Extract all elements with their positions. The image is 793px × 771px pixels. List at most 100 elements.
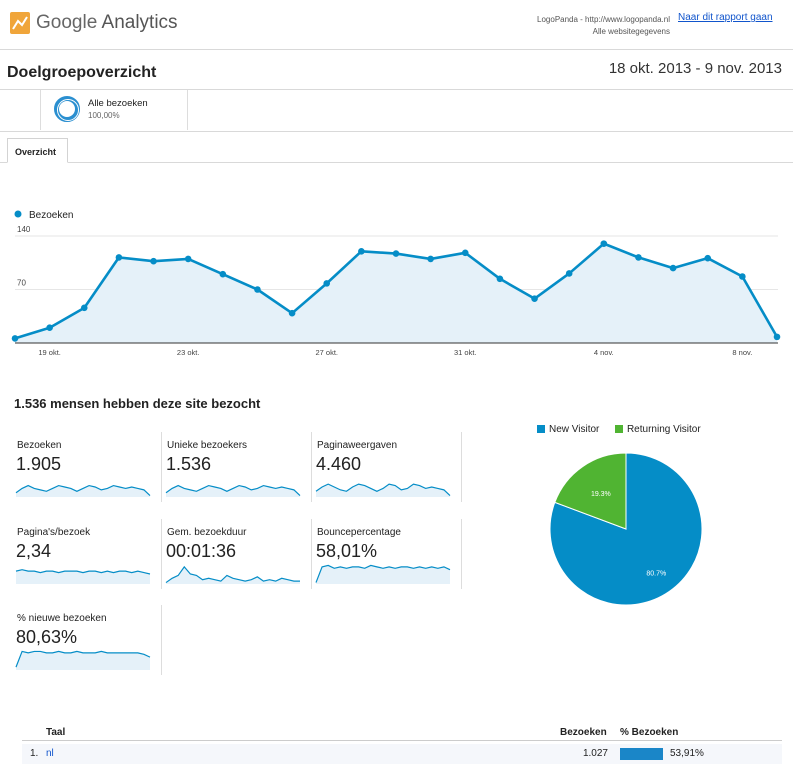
data-point[interactable] xyxy=(358,247,365,255)
data-point[interactable] xyxy=(254,286,261,293)
legend-returning-visitor[interactable]: Returning Visitor xyxy=(626,424,701,435)
data-point[interactable] xyxy=(323,280,331,287)
sparkline-line xyxy=(165,484,301,497)
segment-selector[interactable]: Alle bezoeken 100,00% xyxy=(40,90,188,130)
date-range-picker[interactable]: 18 okt. 2013 - 9 nov. 2013 xyxy=(608,60,782,77)
sparkline-area xyxy=(166,485,300,497)
legend-new-visitor[interactable]: New Visitor xyxy=(549,424,600,435)
sparkline-area xyxy=(16,651,150,670)
page-title: Doelgroepoverzicht xyxy=(7,64,157,81)
summary-title: 1.536 mensen hebben deze site bezocht xyxy=(14,396,261,411)
data-point[interactable] xyxy=(739,273,746,280)
metric-tile[interactable]: Paginaweergaven 4.460 xyxy=(315,432,462,502)
row-pct-bar xyxy=(620,748,663,760)
pie-slice-returning-visitor[interactable] xyxy=(554,452,627,530)
metric-value: 00:01:36 xyxy=(166,541,237,561)
tab-overview[interactable]: Overzicht xyxy=(7,138,68,163)
table-header: Taal Bezoeken % Bezoeken xyxy=(22,723,782,741)
pie-slice-new-visitor[interactable] xyxy=(549,452,703,606)
sparkline-area xyxy=(316,565,450,584)
metric-label: Bouncepercentage xyxy=(317,527,401,538)
metric-tile[interactable]: Bouncepercentage 58,01% xyxy=(315,519,462,589)
tab-baseline xyxy=(0,162,793,163)
table-row: 1. nl 1.027 53,91% xyxy=(22,744,782,764)
header-divider xyxy=(0,49,793,50)
metric-value: 1.536 xyxy=(166,454,212,474)
account-name: LogoPanda - http://www.logopanda.nl xyxy=(537,15,670,24)
data-point[interactable] xyxy=(288,309,296,317)
pie-slice-label: 19.3% xyxy=(591,491,611,498)
segment-ring-icon xyxy=(54,96,80,122)
data-point[interactable] xyxy=(669,264,677,272)
data-point[interactable] xyxy=(184,255,192,263)
sparkline-line xyxy=(315,564,451,583)
y-tick-label: 140 xyxy=(17,225,31,234)
data-point[interactable] xyxy=(704,254,712,262)
x-tick-label: 31 okt. xyxy=(454,348,477,357)
sparkline-area xyxy=(166,566,300,584)
metric-sparkline xyxy=(165,565,300,584)
metric-tile[interactable]: Unieke bezoekers 1.536 xyxy=(165,432,312,502)
row-visits: 1.027 xyxy=(582,748,608,759)
row-language-link[interactable]: nl xyxy=(46,748,54,759)
metric-value: 58,01% xyxy=(316,541,378,561)
visits-area xyxy=(15,243,777,343)
segment-percent: 100,00% xyxy=(88,111,120,120)
visits-line-chart: Bezoeken 70 140 19 okt. 23 okt. 27 okt. 31 okt… xyxy=(11,210,781,357)
col-language[interactable]: Taal xyxy=(46,727,66,738)
account-view: Alle websitegegevens xyxy=(592,27,670,36)
data-point[interactable] xyxy=(773,333,781,341)
analytics-logo-icon xyxy=(10,12,30,34)
metric-label: Pagina's/bezoek xyxy=(17,527,91,538)
col-pct-visits[interactable]: % Bezoeken xyxy=(620,727,679,738)
data-point[interactable] xyxy=(219,270,227,278)
sparkline-line xyxy=(315,483,451,497)
data-point[interactable] xyxy=(461,249,469,257)
legend-label: Bezoeken xyxy=(29,210,73,221)
pie-slice-label: 80.7% xyxy=(646,571,666,578)
metric-tile[interactable]: Pagina's/bezoek 2,34 xyxy=(15,519,162,589)
data-point[interactable] xyxy=(496,275,504,283)
data-point[interactable] xyxy=(565,270,573,277)
sparkline-line xyxy=(165,565,300,584)
data-point[interactable] xyxy=(531,295,538,302)
brand-name: Google Analytics xyxy=(36,12,178,34)
sparkline-area xyxy=(316,484,450,497)
data-point[interactable] xyxy=(150,257,157,265)
metric-tile[interactable]: Gem. bezoekduur 00:01:36 xyxy=(165,519,312,589)
row-index: 1. xyxy=(30,748,39,759)
metric-sparkline xyxy=(15,484,151,497)
segment-divider xyxy=(0,131,793,132)
col-visits[interactable]: Bezoeken xyxy=(560,727,607,738)
brand-product: Analytics xyxy=(101,12,178,33)
legend-swatch-returning xyxy=(614,425,623,433)
x-tick-label: 8 nov. xyxy=(732,348,752,357)
visitor-type-pie-chart: 80.7% 19.3% xyxy=(549,452,703,606)
metric-label: Gem. bezoekduur xyxy=(167,527,247,538)
data-point[interactable] xyxy=(635,254,642,261)
x-tick-label: 23 okt. xyxy=(177,348,200,357)
sparkline-area xyxy=(16,485,150,497)
data-point[interactable] xyxy=(11,335,19,342)
legend-swatch-new xyxy=(537,425,545,433)
sparkline-line xyxy=(15,569,151,575)
data-point[interactable] xyxy=(115,254,123,261)
data-point[interactable] xyxy=(600,240,608,247)
metric-tile[interactable]: % nieuwe bezoeken 80,63% xyxy=(15,605,162,675)
x-tick-label: 27 okt. xyxy=(315,348,338,357)
brand-google: Google xyxy=(36,12,98,33)
metric-label: Bezoeken xyxy=(17,440,62,451)
metric-value: 2,34 xyxy=(16,541,52,561)
data-point[interactable] xyxy=(427,255,434,263)
pie-legend: New Visitor Returning Visitor xyxy=(537,424,701,435)
metric-value: 1.905 xyxy=(16,454,62,474)
data-point[interactable] xyxy=(392,250,400,257)
metric-value: 80,63% xyxy=(16,627,78,647)
metric-label: % nieuwe bezoeken xyxy=(17,613,107,624)
go-to-report-link[interactable]: Naar dit rapport gaan xyxy=(678,12,773,23)
metric-label: Paginaweergaven xyxy=(317,440,398,451)
sparkline-line xyxy=(15,650,151,668)
metric-tile[interactable]: Bezoeken 1.905 xyxy=(15,432,162,502)
data-point[interactable] xyxy=(80,304,88,312)
data-point[interactable] xyxy=(46,324,53,332)
